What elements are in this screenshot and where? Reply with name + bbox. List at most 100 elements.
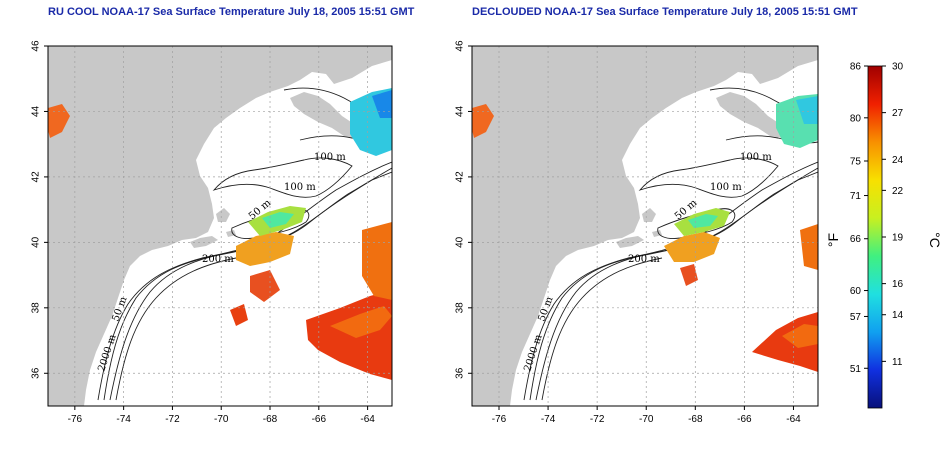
sst-patch-slope-warm [236, 232, 294, 266]
x-tick-label: -68 [263, 414, 278, 425]
sst-patch-slope-warm [664, 232, 720, 262]
contour-200m [529, 167, 818, 401]
x-tick-label: -74 [541, 414, 556, 425]
y-tick-label: 40 [455, 236, 466, 248]
sst-patch-offshore-east [362, 222, 392, 300]
y-tick-label: 38 [31, 302, 42, 314]
land-nova-scotia [290, 92, 362, 138]
left-map-area [48, 46, 392, 406]
contour-label-100m-georges: 100 m [284, 182, 316, 193]
x-tick-label: -76 [68, 414, 83, 425]
left-x-axis: -76 -74 -72 -70 -68 -66 -64 [68, 406, 375, 425]
y-tick-label: 44 [455, 105, 466, 117]
sst-data-layer [472, 94, 818, 372]
right-x-axis: -76 -74 -72 -70 -68 -66 -64 [492, 406, 801, 425]
left-y-axis: 36 38 40 42 44 46 [31, 40, 48, 379]
land-long-island [190, 236, 218, 248]
sst-data-layer [48, 88, 392, 380]
right-y-axis: 36 38 40 42 44 46 [455, 40, 472, 379]
y-tick-label: 40 [31, 236, 42, 248]
celsius-tick-label: 11 [892, 357, 903, 368]
contour-label-100m-north: 100 m [314, 152, 346, 163]
right-map-panel: -76 -74 -72 -70 -68 -66 -64 36 38 40 42 44 46 100 m… [455, 40, 819, 425]
land-mainland [48, 46, 392, 406]
x-tick-label: -64 [786, 414, 801, 425]
land-cape-cod [216, 208, 230, 222]
fahrenheit-tick-label: 80 [850, 113, 862, 124]
sst-patch-offshore-mid [680, 264, 698, 286]
sst-patch-lake [48, 104, 70, 138]
y-tick-label: 46 [31, 40, 42, 52]
x-tick-label: -66 [737, 414, 752, 425]
y-tick-label: 36 [31, 367, 42, 379]
celsius-tick-label: 16 [892, 279, 904, 290]
right-map-frame [471, 45, 819, 407]
y-tick-label: 42 [31, 171, 42, 183]
x-tick-label: -72 [165, 414, 180, 425]
contour-label-200m: 200 m [202, 254, 234, 265]
celsius-tick-label: 30 [892, 62, 904, 73]
celsius-tick-label: 27 [892, 108, 904, 119]
bathymetry-contours [523, 87, 818, 401]
sst-patch-gulf-stream-inner [782, 324, 818, 348]
left-map-frame [47, 45, 393, 407]
y-tick-label: 46 [455, 40, 466, 52]
contour-label-100m-north: 100 m [740, 152, 772, 163]
y-tick-label: 36 [455, 367, 466, 379]
land-nova-scotia [716, 92, 788, 138]
fahrenheit-tick-label: 75 [850, 157, 862, 168]
contour-100m [97, 161, 392, 401]
contour-gulf-of-maine-100m [638, 157, 779, 198]
graticule [48, 46, 392, 406]
x-tick-label: -76 [492, 414, 507, 425]
celsius-tick-label: 14 [892, 310, 904, 321]
celsius-tick-label: 24 [892, 155, 904, 166]
temperature-colorbar: 86 80 75 71 66 60 57 51 30 27 24 22 19 16 14 11 °F °C [825, 62, 943, 409]
celsius-tick-label: 22 [892, 186, 904, 197]
right-map-title: DECLOUDED NOAA-17 Sea Surface Temperatur… [472, 6, 858, 18]
graticule [472, 46, 818, 406]
x-tick-label: -68 [688, 414, 703, 425]
y-tick-label: 44 [31, 105, 42, 117]
fahrenheit-tick-label: 60 [850, 286, 862, 297]
fahrenheit-tick-label: 57 [850, 312, 862, 323]
sst-patch-scotian-core [796, 96, 818, 124]
x-tick-label: -64 [360, 414, 375, 425]
celsius-unit-label: °C [927, 232, 943, 248]
sst-patch-lake [472, 104, 494, 138]
x-tick-label: -66 [312, 414, 327, 425]
colorbar-ramp [867, 65, 883, 409]
land-nantucket [652, 230, 662, 237]
fahrenheit-tick-label: 66 [850, 234, 862, 245]
land-cape-cod [642, 208, 656, 222]
contour-label-200m: 200 m [628, 254, 660, 265]
contour-inshore-50m [541, 257, 663, 401]
fahrenheit-tick-label: 86 [850, 62, 862, 73]
fahrenheit-tick-label: 51 [850, 364, 862, 375]
contour-100m [523, 161, 818, 401]
land-mainland [472, 46, 818, 406]
sst-patch-gulf-stream-inner [330, 306, 392, 338]
fahrenheit-tick-label: 71 [850, 191, 862, 202]
fahrenheit-unit-label: °F [825, 233, 841, 247]
land-long-island [616, 236, 644, 248]
contour-label-100m-georges: 100 m [710, 182, 742, 193]
y-tick-label: 42 [455, 171, 466, 183]
celsius-tick-label: 19 [892, 233, 904, 244]
y-tick-label: 38 [455, 302, 466, 314]
x-tick-label: -70 [639, 414, 654, 425]
right-map-area [472, 46, 818, 406]
contour-inshore-50m [115, 257, 237, 401]
colorbar-fahrenheit-scale: 86 80 75 71 66 60 57 51 [850, 62, 868, 375]
left-map-title: RU COOL NOAA-17 Sea Surface Temperature … [48, 6, 415, 18]
land-nantucket [226, 230, 236, 237]
sst-patch-offshore-east [800, 224, 818, 270]
left-map-panel: -76 -74 -72 -70 -68 -66 -64 36 38 40 42 44 46 100 m… [31, 40, 393, 425]
sst-patch-scotian-core [372, 90, 392, 118]
x-tick-label: -74 [116, 414, 131, 425]
sst-patch-south-offshore [230, 304, 248, 326]
x-tick-label: -70 [214, 414, 229, 425]
colorbar-celsius-scale: 30 27 24 22 19 16 14 11 [882, 62, 904, 368]
x-tick-label: -72 [590, 414, 605, 425]
